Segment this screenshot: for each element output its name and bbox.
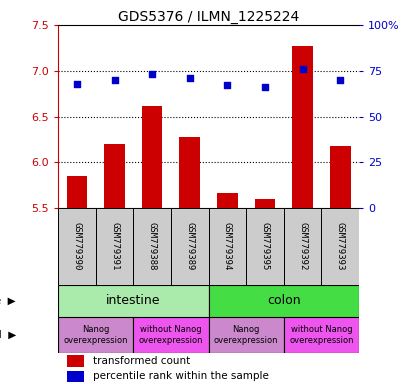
Text: GSM779390: GSM779390 — [72, 222, 81, 271]
Point — [261, 84, 268, 90]
Bar — [209, 316, 284, 353]
Text: protocol  ▶: protocol ▶ — [0, 329, 16, 339]
Bar — [171, 208, 209, 285]
Text: Nanog
overexpression: Nanog overexpression — [214, 324, 278, 345]
Title: GDS5376 / ILMN_1225224: GDS5376 / ILMN_1225224 — [118, 10, 299, 24]
Bar — [58, 285, 209, 316]
Text: GSM779391: GSM779391 — [110, 222, 119, 271]
Point — [149, 71, 156, 78]
Bar — [142, 106, 162, 208]
Bar — [96, 208, 133, 285]
Bar — [292, 46, 313, 208]
Bar — [58, 316, 133, 353]
Bar — [209, 208, 246, 285]
Text: GSM779395: GSM779395 — [261, 222, 269, 271]
Point — [73, 81, 80, 87]
Text: Nanog
overexpression: Nanog overexpression — [63, 324, 128, 345]
Text: without Nanog
overexpression: without Nanog overexpression — [139, 324, 203, 345]
Bar — [179, 137, 200, 208]
Bar — [66, 176, 87, 208]
Bar — [58, 208, 96, 285]
Bar — [133, 208, 171, 285]
Bar — [284, 316, 359, 353]
Text: without Nanog
overexpression: without Nanog overexpression — [289, 324, 354, 345]
Text: transformed count: transformed count — [93, 356, 190, 366]
Bar — [321, 208, 359, 285]
Text: GSM779388: GSM779388 — [148, 222, 156, 271]
Bar — [67, 371, 84, 382]
Text: tissue  ▶: tissue ▶ — [0, 296, 16, 306]
Bar — [133, 316, 209, 353]
Text: GSM779389: GSM779389 — [185, 222, 194, 271]
Point — [299, 66, 306, 72]
Bar — [104, 144, 125, 208]
Text: intestine: intestine — [106, 295, 161, 307]
Bar — [255, 199, 275, 208]
Bar — [330, 146, 351, 208]
Point — [111, 77, 118, 83]
Text: GSM779393: GSM779393 — [336, 222, 345, 271]
Bar — [246, 208, 284, 285]
Text: GSM779392: GSM779392 — [298, 222, 307, 271]
Bar — [67, 356, 84, 367]
Text: GSM779394: GSM779394 — [223, 222, 232, 271]
Point — [337, 77, 344, 83]
Bar — [209, 285, 359, 316]
Point — [186, 75, 193, 81]
Point — [224, 82, 231, 88]
Bar — [217, 192, 238, 208]
Text: percentile rank within the sample: percentile rank within the sample — [93, 371, 269, 381]
Text: colon: colon — [267, 295, 300, 307]
Bar — [284, 208, 321, 285]
